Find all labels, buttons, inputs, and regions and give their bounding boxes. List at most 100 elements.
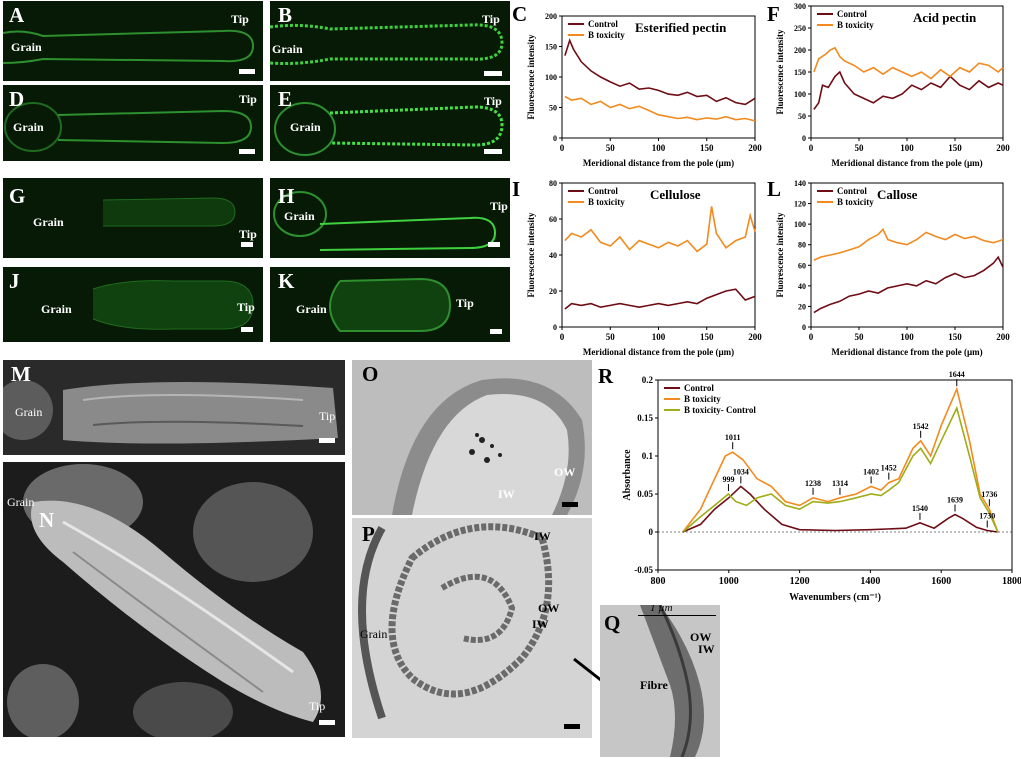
scale-bar: [239, 69, 255, 74]
panel-label-k: K: [278, 269, 295, 293]
x-tick-label: 200: [996, 332, 1010, 342]
x-tick-label: 200: [748, 143, 762, 153]
y-tick-label: 100: [794, 220, 806, 229]
y-tick-label: 0.2: [642, 375, 654, 385]
legend-entry: B toxicity: [588, 30, 625, 40]
chart-l-svg: 0 50 100 150 200 0 20 40 60 80 100 120 140 Meridional…: [775, 179, 1010, 357]
micron-scale-label: 1 µm: [650, 605, 673, 614]
y-tick-label: 140: [794, 179, 806, 188]
x-tick-label: 100: [652, 143, 666, 153]
panel-label-g: G: [9, 184, 26, 208]
x-axis-label: Meridional distance from the pole (µm): [583, 158, 734, 168]
x-tick-label: 100: [900, 143, 914, 153]
legend-entry: B toxicity: [588, 197, 625, 207]
pollen-tube-image: [3, 29, 255, 64]
panel-label-p: P: [362, 522, 375, 546]
sem-tube-image: [3, 380, 338, 444]
peak-label: 1540: [912, 504, 928, 513]
pollen-tube-image: [92, 280, 254, 330]
x-tick-label: 0: [560, 332, 565, 342]
y-tick-label: 60: [798, 261, 806, 270]
tip-label: Tip: [231, 12, 249, 26]
fibre-label: Fibre: [640, 678, 668, 692]
grain-label: Grain: [13, 120, 44, 134]
grain-label: Grain: [15, 405, 43, 419]
y-tick-label: 120: [794, 200, 806, 209]
peak-label: 1238: [805, 479, 821, 488]
panel-label-b: B: [278, 3, 293, 27]
legend-entry: Control: [837, 9, 867, 19]
series-line-1: [564, 38, 756, 106]
panel-k: K Grain Tip: [270, 267, 510, 342]
tip-label: Tip: [484, 94, 502, 108]
peak-label: 1452: [881, 464, 897, 473]
grain-label: Grain: [33, 215, 64, 229]
series-line-2: [813, 46, 1004, 80]
y-axis-label: Fluorescence intensity: [526, 34, 536, 120]
x-tick-label: 100: [900, 332, 914, 342]
tem-section-image: [358, 523, 553, 720]
panel-j: J Grain Tip: [3, 267, 263, 342]
y-tick-label: 40: [798, 282, 806, 291]
legend-entry: Control: [588, 19, 618, 29]
x-axis-label: Meridional distance from the pole (µm): [831, 347, 982, 357]
iw-label: IW: [534, 529, 551, 543]
y-tick-label: 150: [545, 43, 557, 52]
grain-label: Grain: [296, 302, 327, 316]
panel-label-l: L: [767, 177, 782, 201]
x-tick-label: 150: [700, 332, 714, 342]
chart-c-svg: 0 50 100 150 200 0 50 100 150 200 Meridional dista…: [526, 12, 762, 168]
x-tick-label: 0: [809, 143, 814, 153]
panel-label-o: O: [362, 362, 379, 386]
scale-bar: [490, 329, 502, 334]
panel-o: O OW IW: [352, 360, 592, 515]
tip-label: Tip: [239, 227, 257, 241]
y-tick-label: 0.05: [637, 489, 653, 499]
chart-f: 0 50 100 150 200 0 50 100 150 200 250 300 Meridional…: [765, 0, 1021, 178]
scale-bar: [484, 149, 502, 154]
grain-label: Grain: [41, 302, 72, 316]
scale-bar: [564, 724, 580, 729]
chart-title: Acid pectin: [913, 10, 977, 25]
chart-f-svg: 0 50 100 150 200 0 50 100 150 200 250 300 Meridional…: [775, 2, 1010, 168]
y-tick-label: 150: [794, 68, 806, 77]
chart-title: Esterified pectin: [635, 20, 727, 35]
panel-d: D Grain Tip: [3, 85, 263, 161]
grain-label: Grain: [290, 120, 321, 134]
panel-p: P Grain IW OW IW: [352, 518, 592, 738]
x-tick-label: 200: [748, 332, 762, 342]
panel-label-d: D: [9, 87, 25, 111]
iw-label: IW: [698, 642, 715, 656]
series-line-1: [813, 70, 1004, 110]
panel-a: A Grain Tip: [3, 1, 263, 81]
series-line-2: [682, 386, 999, 533]
chart-r-svg: 800 1000 1200 1400 1600 1800 -0.05 0 0.05 0.1 0.15…: [622, 370, 1021, 603]
scale-bar: [241, 327, 253, 332]
y-axis-label: Fluorescence intensity: [775, 29, 785, 115]
panel-label-c: C: [512, 2, 528, 26]
chart-r: 800 1000 1200 1400 1600 1800 -0.05 0 0.05 0.1 0.15…: [598, 362, 1021, 605]
panel-q: Q 1 µm OW IW Fibre: [600, 605, 720, 757]
x-tick-label: 100: [652, 332, 666, 342]
series-line-2: [813, 227, 1004, 261]
tip-label: Tip: [239, 92, 257, 106]
y-tick-label: 300: [794, 2, 806, 11]
y-tick-label: 60: [549, 215, 557, 224]
grain-label: Grain: [11, 40, 42, 54]
tip-label: Tip: [456, 296, 474, 310]
y-tick-label: 80: [798, 241, 806, 250]
x-axis-label: Wavenumbers (cm⁻¹): [789, 592, 881, 603]
x-tick-label: 1800: [1002, 576, 1021, 587]
iw-label: IW: [498, 487, 515, 501]
legend-entry: B toxicity- Control: [684, 405, 756, 415]
ow-label: OW: [538, 601, 560, 615]
scale-bar: [239, 149, 255, 154]
series-line-2: [564, 206, 756, 253]
series-line-2: [564, 95, 756, 122]
scale-bar: [488, 242, 500, 247]
y-tick-label: 100: [794, 90, 806, 99]
y-tick-label: 200: [794, 46, 806, 55]
scale-bar: [319, 438, 335, 443]
peak-label: 1730: [979, 511, 995, 520]
series-line-3: [682, 405, 999, 533]
